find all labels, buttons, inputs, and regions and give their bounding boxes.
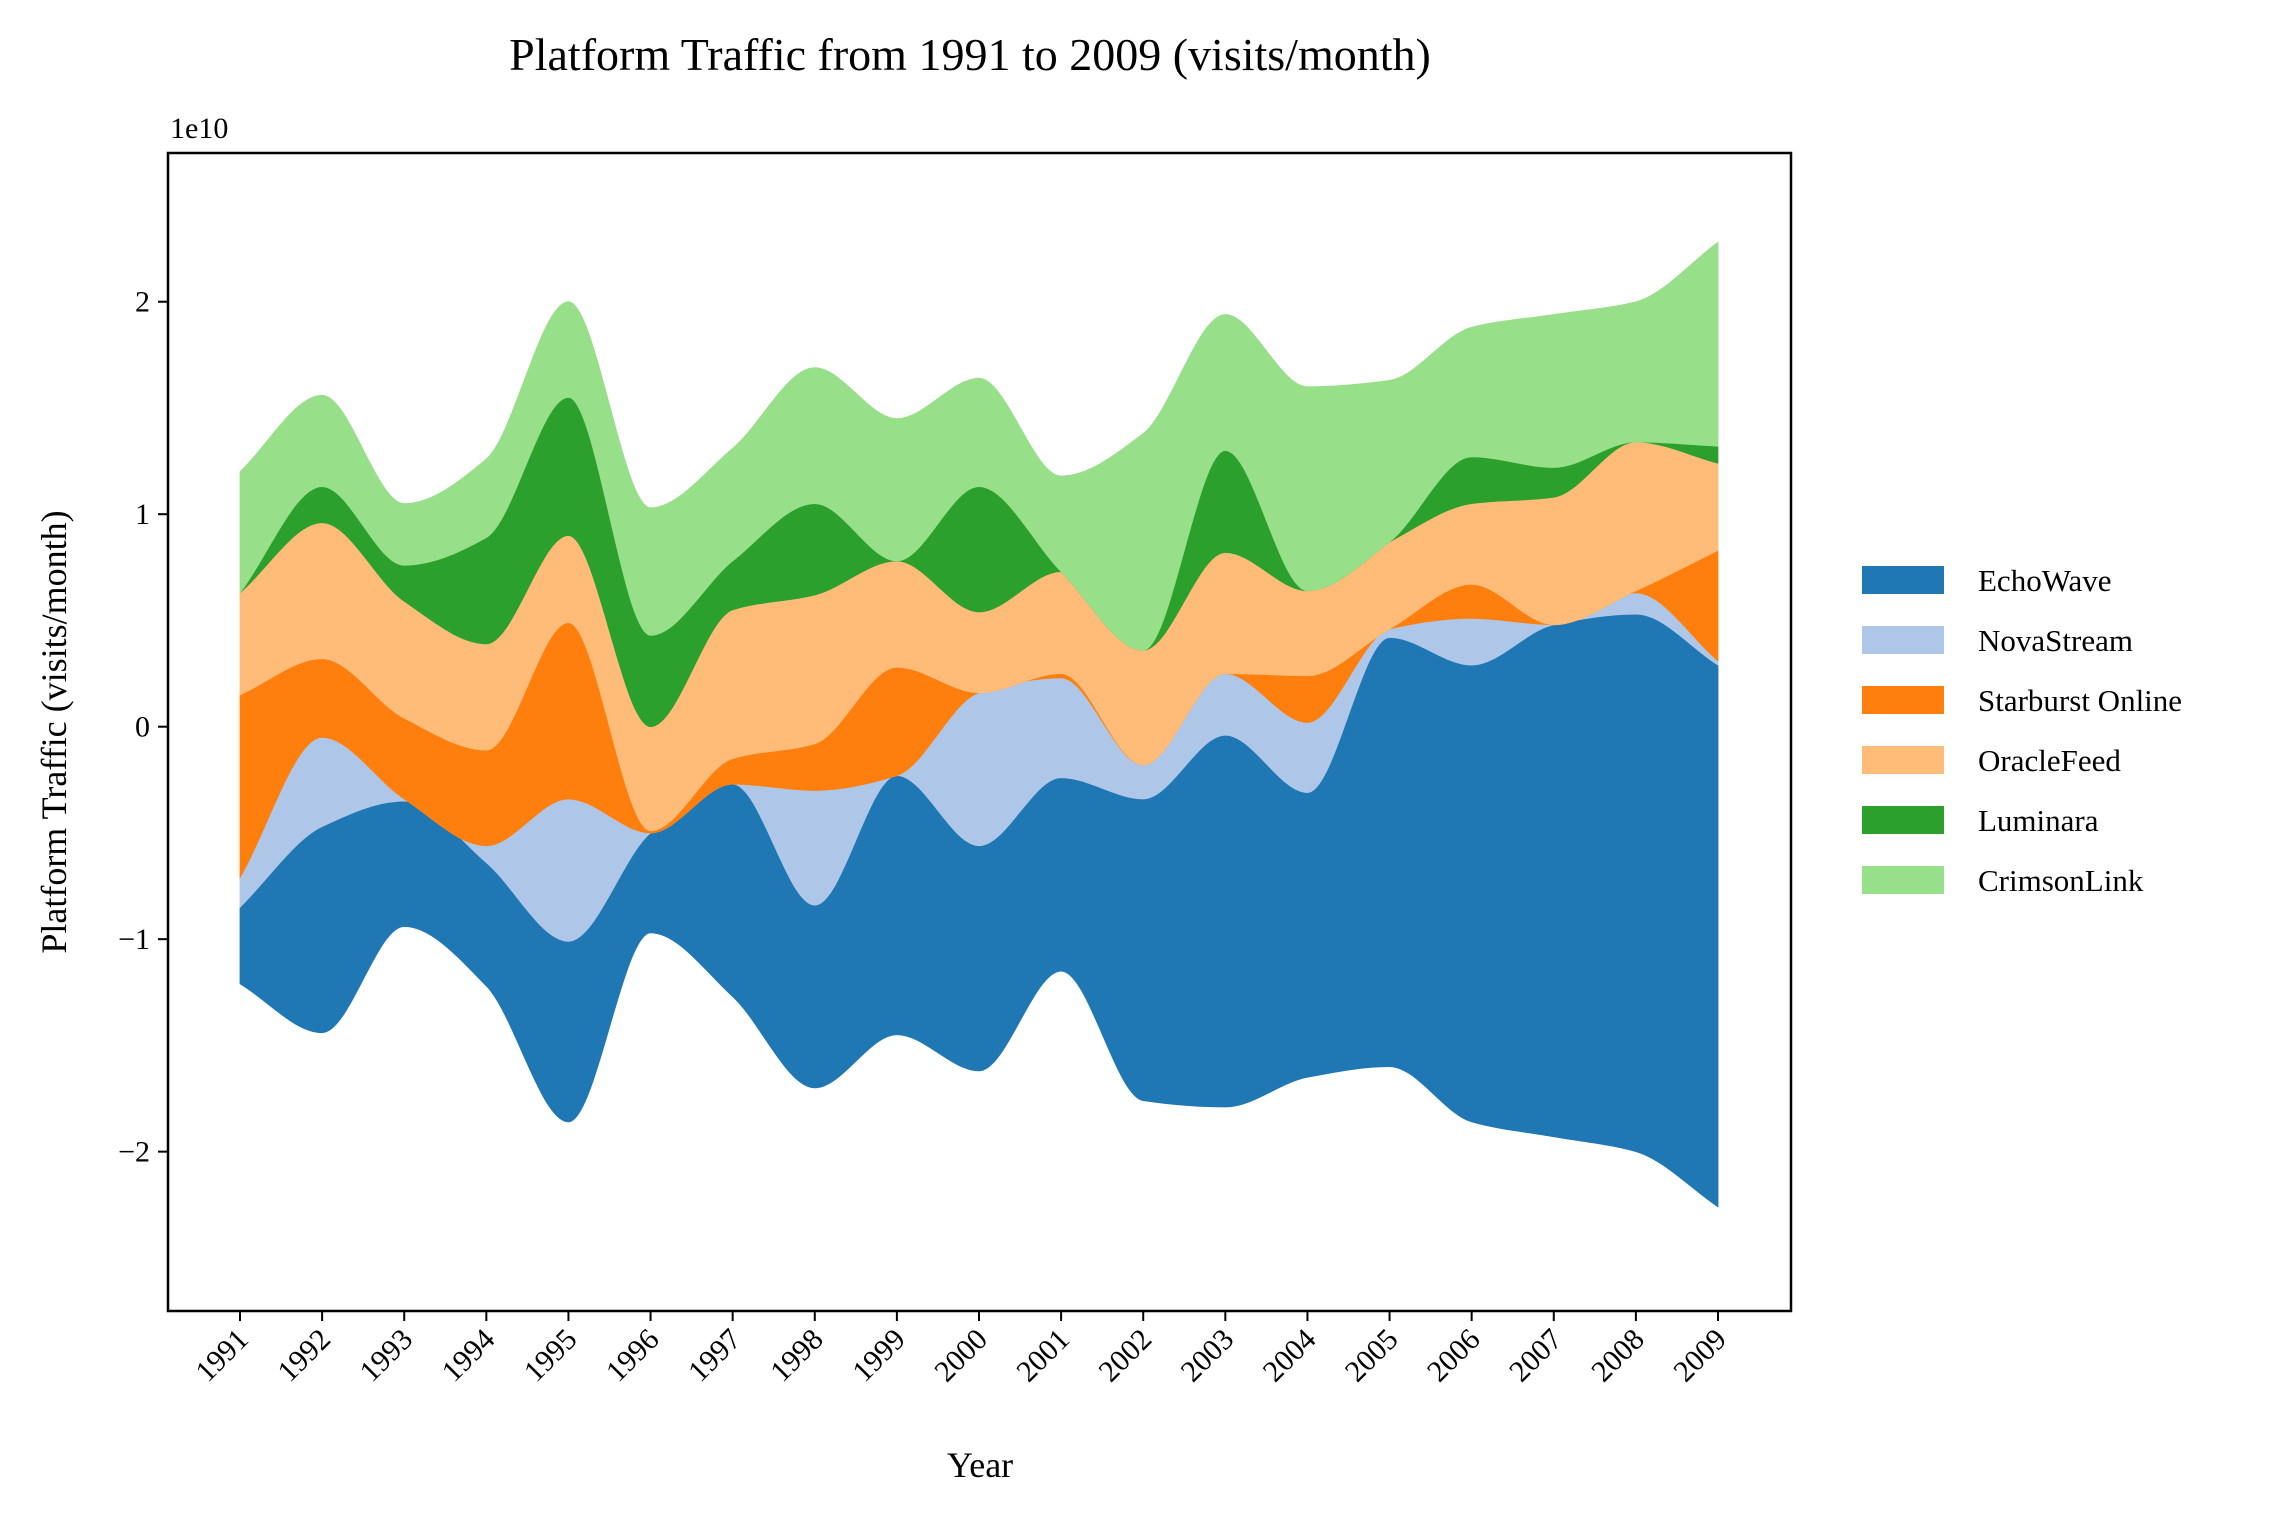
legend-swatch: [1862, 686, 1944, 714]
x-tick-label: 2004: [1257, 1323, 1323, 1389]
stream-crimsonlink: [239, 241, 1719, 651]
legend-label: Starburst Online: [1978, 683, 2182, 718]
y-scale-label: 1e10: [170, 112, 228, 145]
legend-label: NovaStream: [1978, 623, 2133, 658]
legend: EchoWave NovaStream Starburst Online Oracle…: [1862, 563, 2182, 898]
x-tick-label: 1991: [189, 1323, 255, 1389]
x-tick-label: 2005: [1339, 1323, 1405, 1389]
x-tick-label: 2000: [928, 1323, 994, 1389]
x-tick-label: 2008: [1585, 1323, 1651, 1389]
y-axis: −2 −1 0 1 2: [118, 286, 168, 1169]
x-tick-label: 2003: [1175, 1323, 1241, 1389]
y-tick-label: 2: [135, 286, 150, 319]
x-tick-label: 2001: [1010, 1323, 1076, 1389]
x-axis: 1991 1992 1993 1994 1995 1996 1997 1998 1999 2000…: [189, 1311, 1733, 1388]
legend-swatch: [1862, 866, 1944, 894]
x-tick-label: 1999: [846, 1323, 912, 1389]
x-tick-label: 1994: [436, 1323, 502, 1389]
chart-title: Platform Traffic from 1991 to 2009 (visi…: [509, 29, 1431, 80]
legend-swatch: [1862, 806, 1944, 834]
x-tick-label: 2002: [1092, 1323, 1158, 1389]
x-tick-label: 2009: [1667, 1323, 1733, 1389]
legend-swatch: [1862, 746, 1944, 774]
x-tick-label: 1992: [271, 1323, 337, 1389]
y-axis-title: Platform Traffic (visits/month): [34, 510, 74, 953]
legend-swatch: [1862, 566, 1944, 594]
x-axis-title: Year: [947, 1445, 1013, 1485]
y-tick-label: −2: [118, 1136, 150, 1169]
legend-label: CrimsonLink: [1978, 863, 2144, 898]
legend-label: EchoWave: [1978, 563, 2112, 598]
x-tick-label: 2006: [1421, 1323, 1487, 1389]
legend-label: OracleFeed: [1978, 743, 2121, 778]
legend-swatch: [1862, 626, 1944, 654]
y-tick-label: 1: [135, 498, 150, 531]
x-tick-label: 1997: [682, 1323, 748, 1389]
x-tick-label: 1996: [600, 1323, 666, 1389]
x-tick-label: 1995: [518, 1323, 584, 1389]
x-tick-label: 2007: [1503, 1323, 1569, 1389]
x-tick-label: 1993: [353, 1323, 419, 1389]
y-tick-label: −1: [118, 923, 150, 956]
legend-label: Luminara: [1978, 803, 2099, 838]
stream-areas: [239, 241, 1719, 1208]
x-tick-label: 1998: [764, 1323, 830, 1389]
y-tick-label: 0: [135, 711, 150, 744]
